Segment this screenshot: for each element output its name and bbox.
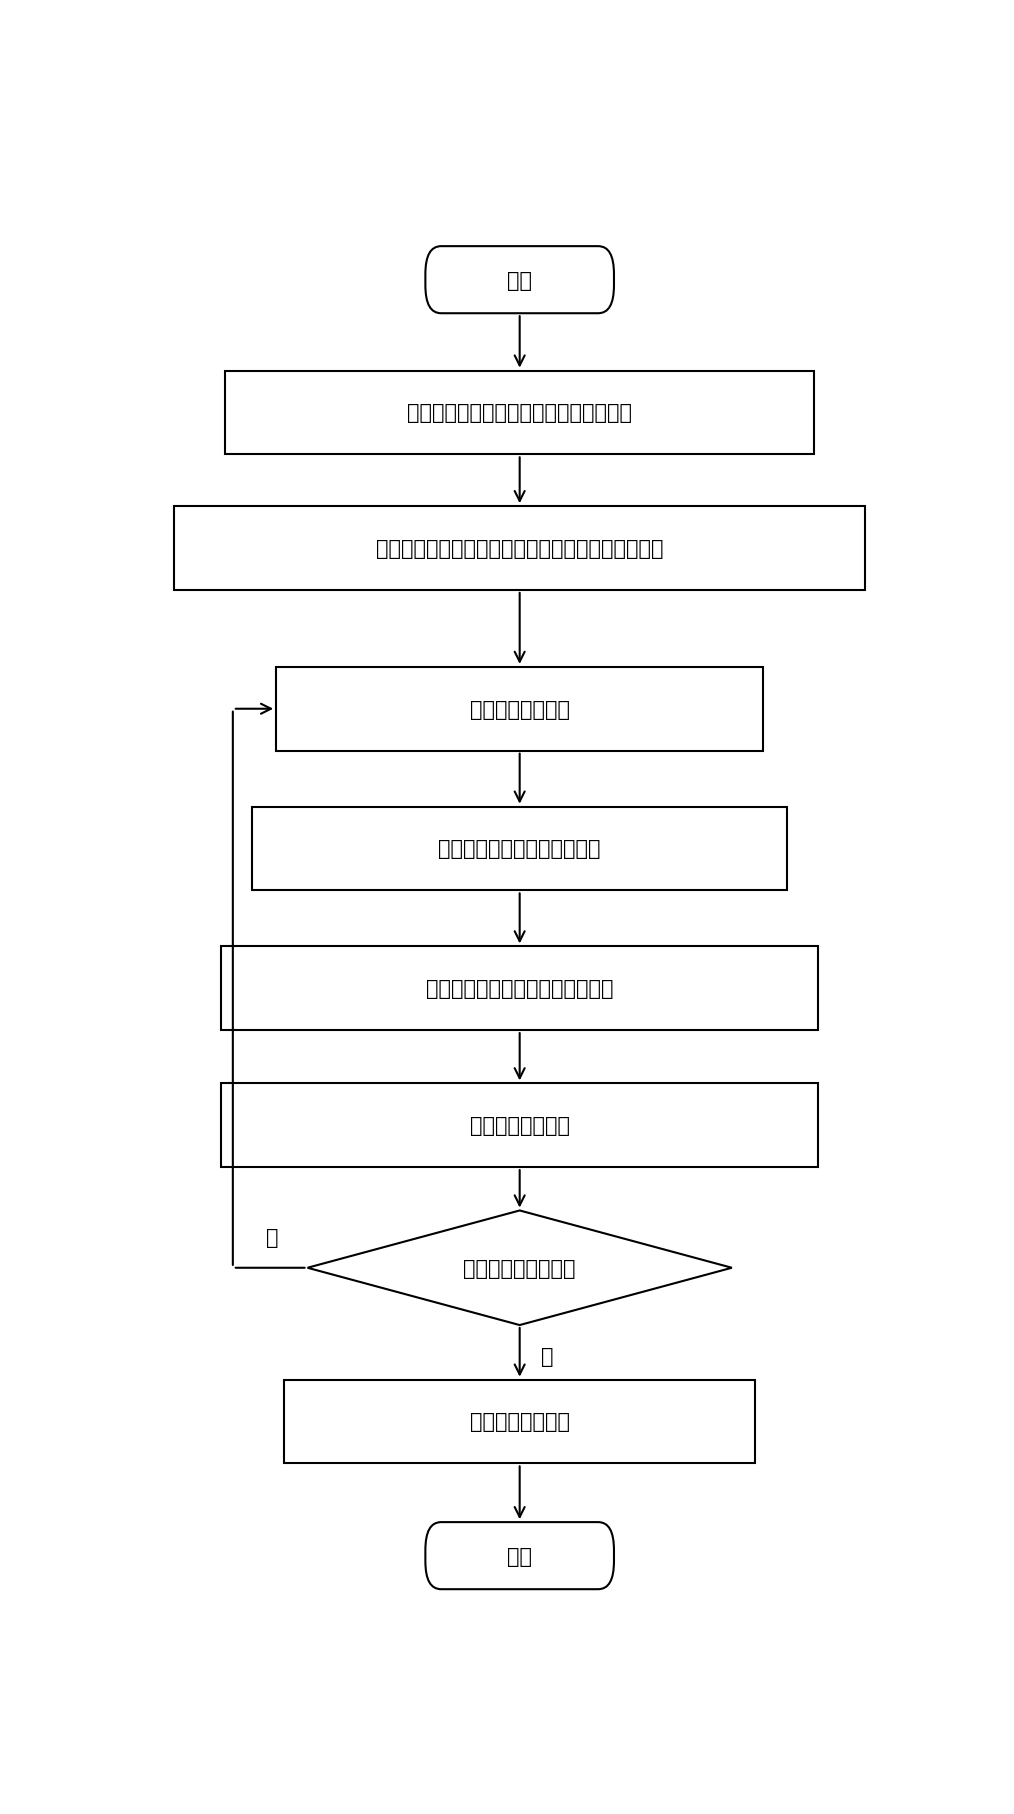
Text: 是: 是 [540,1346,554,1366]
FancyBboxPatch shape [426,247,614,314]
Text: 否: 否 [266,1226,279,1246]
FancyBboxPatch shape [426,1522,614,1589]
Bar [174,506,865,591]
Text: 结束: 结束 [507,1546,532,1565]
Text: 水波的传递与折射: 水波的传递与折射 [469,700,570,720]
Text: 对目标值较好的水波进行局部搜索: 对目标值较好的水波进行局部搜索 [426,980,613,1000]
Text: 开始: 开始 [507,270,532,290]
Text: 是否达到停止条件？: 是否达到停止条件？ [463,1259,576,1279]
Bar [221,1083,818,1168]
Text: 更新历史最优水波: 更新历史最优水波 [469,1116,570,1136]
Text: 输出历史最优水波: 输出历史最优水波 [469,1411,570,1431]
Text: 对当前种群的每个水波进行评价并更新历史最优个体: 对当前种群的每个水波进行评价并更新历史最优个体 [376,539,663,559]
Text: 对目标值较差的水波进行变异: 对目标值较差的水波进行变异 [438,840,601,860]
Bar [252,807,787,891]
Bar [225,372,814,455]
Bar [276,668,764,751]
Text: 算法参数初始化，随机生成初始水波种群: 算法参数初始化，随机生成初始水波种群 [408,403,632,423]
Bar [221,947,818,1030]
Polygon shape [307,1210,732,1326]
Bar [284,1380,755,1464]
